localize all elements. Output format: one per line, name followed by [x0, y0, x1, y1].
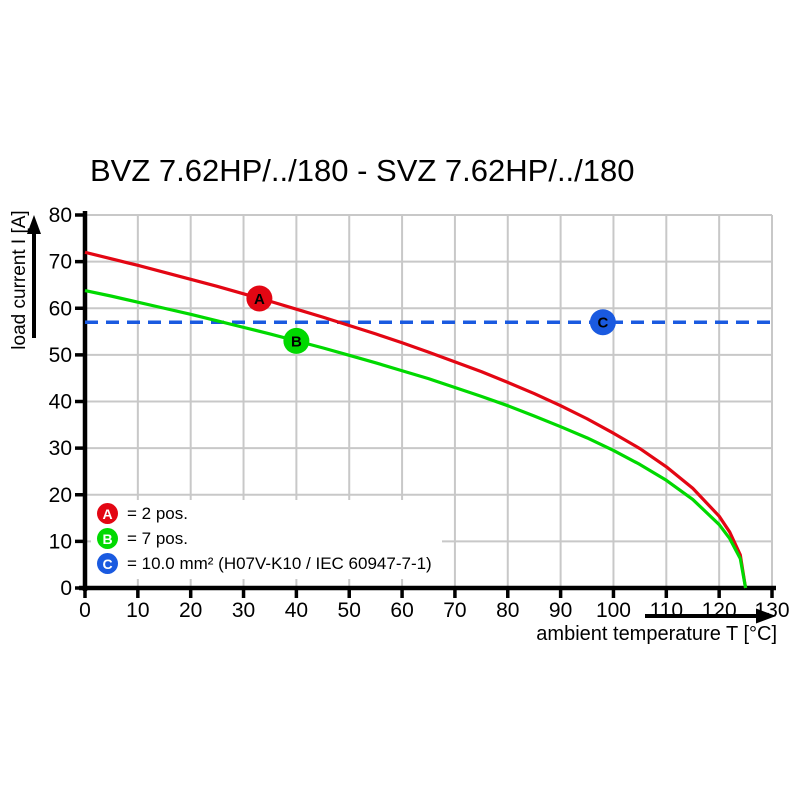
- legend-label-b: = 7 pos.: [127, 528, 188, 548]
- legend-marker-a-icon: A: [97, 503, 118, 524]
- svg-text:50: 50: [49, 344, 72, 367]
- legend: A = 2 pos. B = 7 pos. C = 10.0 mm² (H07V…: [91, 500, 442, 579]
- svg-text:30: 30: [49, 437, 72, 460]
- x-tick-labels: 0 10 20 30 40 50 60 70 80 90 100 110 120 130: [79, 599, 789, 622]
- curve-marker-b: B: [283, 327, 310, 354]
- svg-text:70: 70: [49, 251, 72, 274]
- svg-text:110: 110: [650, 599, 683, 622]
- legend-row-b: B = 7 pos.: [97, 526, 432, 551]
- legend-label-a: = 2 pos.: [127, 503, 188, 523]
- svg-text:40: 40: [49, 391, 72, 414]
- svg-text:20: 20: [179, 599, 202, 622]
- y-axis-label: load current I [A]: [9, 210, 30, 350]
- svg-text:20: 20: [49, 484, 72, 507]
- svg-text:90: 90: [549, 599, 572, 622]
- svg-text:B: B: [291, 333, 302, 350]
- svg-text:0: 0: [60, 577, 72, 600]
- svg-text:C: C: [597, 315, 608, 332]
- svg-text:70: 70: [443, 599, 466, 622]
- series-line-1: [84, 250, 748, 589]
- svg-text:80: 80: [49, 204, 72, 227]
- chart-title: BVZ 7.62HP/../180 - SVZ 7.62HP/../180: [90, 153, 635, 188]
- svg-text:80: 80: [496, 599, 519, 622]
- axis-arrows: [27, 215, 776, 624]
- svg-text:50: 50: [338, 599, 361, 622]
- svg-text:40: 40: [285, 599, 308, 622]
- x-axis-label: ambient temperature T [°C]: [536, 623, 777, 645]
- svg-text:0: 0: [79, 599, 91, 622]
- tick-marks: [75, 213, 774, 598]
- svg-text:A: A: [254, 291, 265, 308]
- curve-marker-c: C: [589, 309, 616, 336]
- legend-marker-c-icon: C: [97, 553, 118, 574]
- legend-row-c: C = 10.0 mm² (H07V-K10 / IEC 60947-7-1): [97, 551, 432, 576]
- svg-text:10: 10: [49, 530, 72, 553]
- series-line-2: [84, 288, 748, 589]
- y-tick-labels: 0 10 20 30 40 50 60 70 80: [49, 204, 72, 600]
- curve-marker-a: A: [246, 285, 273, 312]
- svg-text:30: 30: [232, 599, 255, 622]
- legend-label-c: = 10.0 mm² (H07V-K10 / IEC 60947-7-1): [127, 553, 432, 573]
- svg-text:60: 60: [49, 297, 72, 320]
- legend-row-a: A = 2 pos.: [97, 501, 432, 526]
- svg-text:120: 120: [702, 599, 737, 622]
- legend-marker-b-icon: B: [97, 528, 118, 549]
- svg-text:10: 10: [126, 599, 149, 622]
- gridlines: [85, 214, 773, 588]
- svg-text:60: 60: [390, 599, 413, 622]
- svg-text:100: 100: [596, 599, 631, 622]
